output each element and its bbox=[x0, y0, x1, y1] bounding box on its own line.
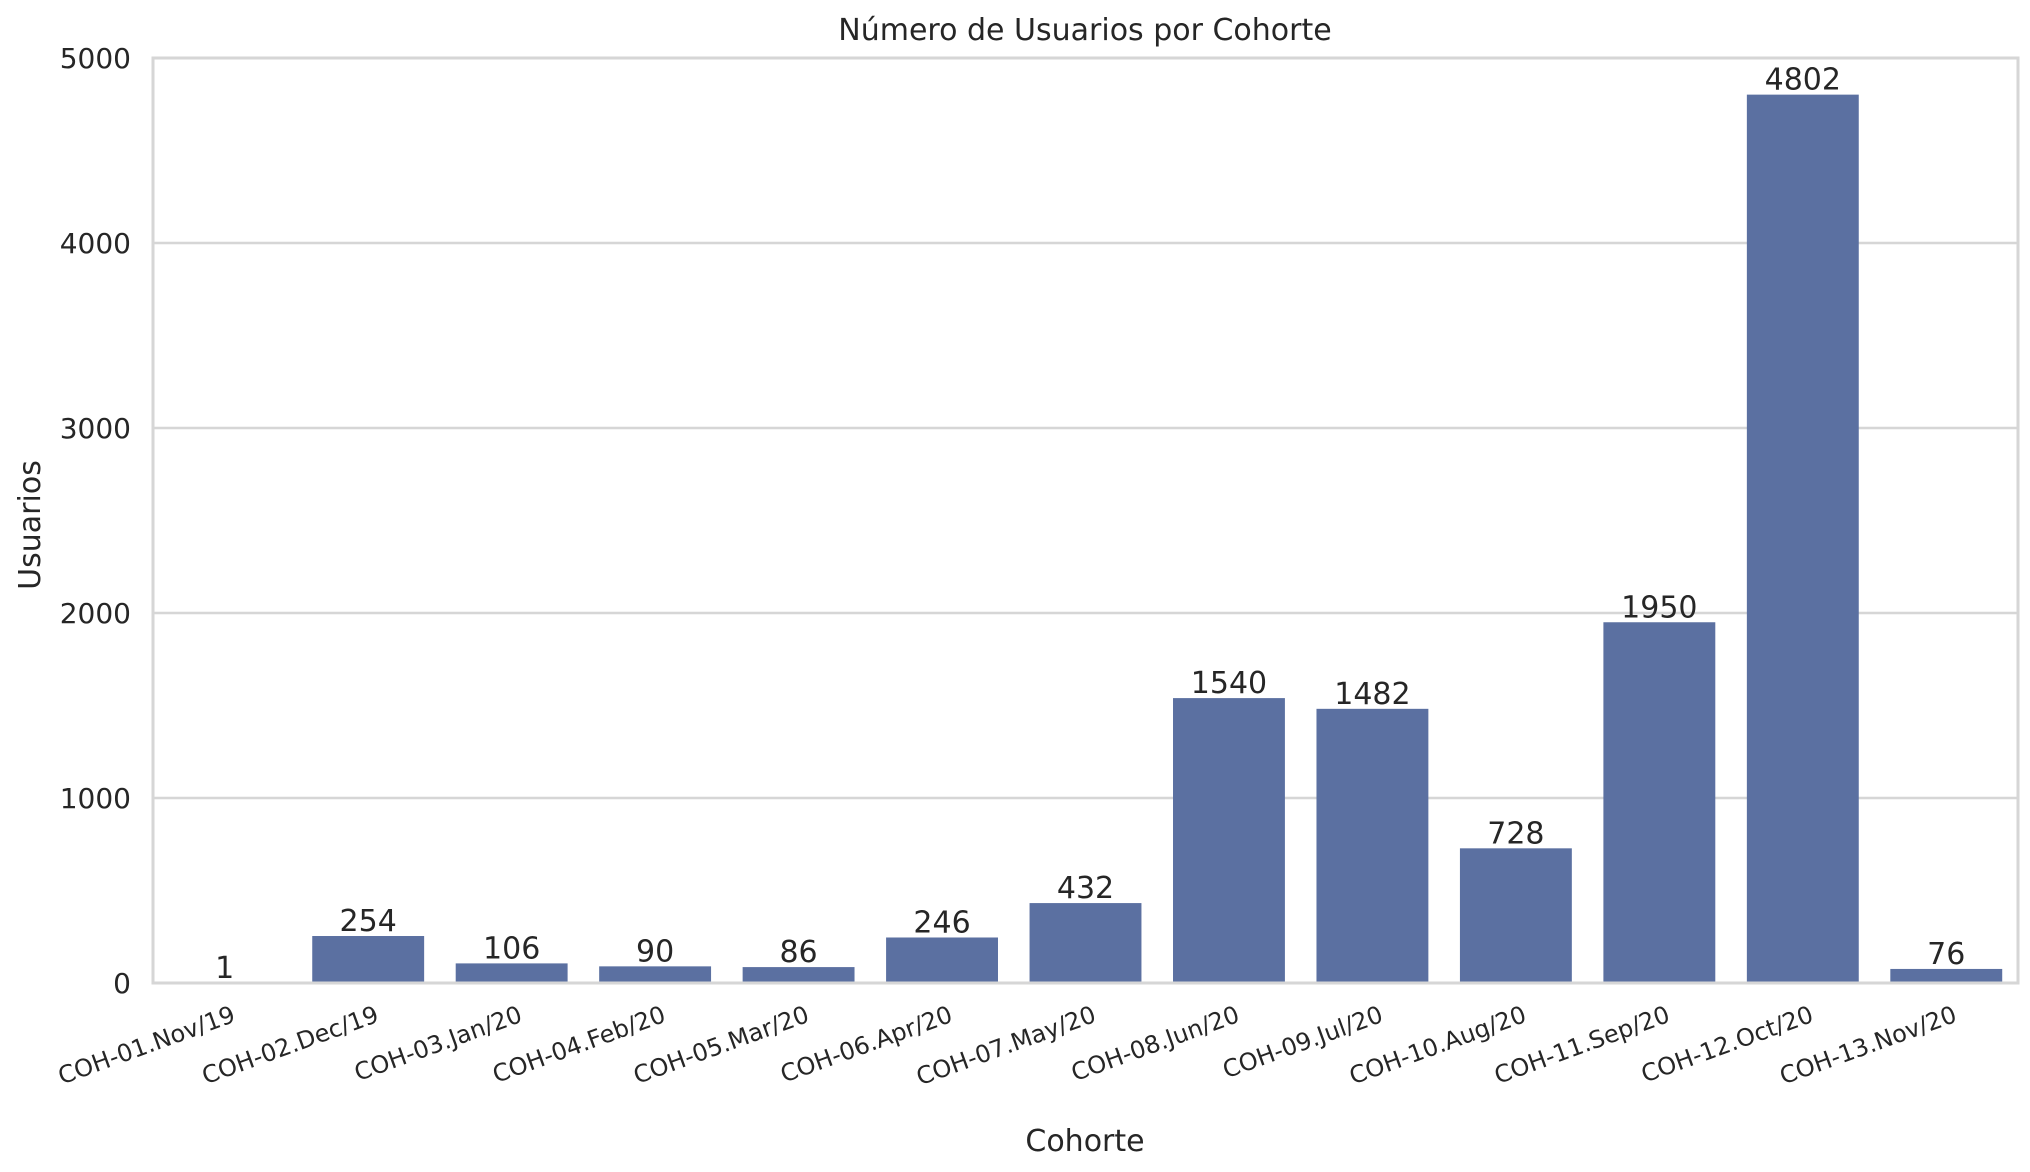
y-tick-label: 2000 bbox=[60, 597, 131, 630]
y-tick-label: 4000 bbox=[60, 227, 131, 260]
data-label: 4802 bbox=[1765, 63, 1841, 98]
data-label: 1950 bbox=[1621, 590, 1697, 625]
y-tick-label: 3000 bbox=[60, 412, 131, 445]
data-labels: 1 254 106 90 86 246 432 1540 1482 728 1950 4802 76 bbox=[215, 63, 1965, 986]
x-axis-ticks: COH-01.Nov/19COH-02.Dec/19COH-03.Jan/20C… bbox=[54, 1000, 1960, 1091]
chart-title: Número de Usuarios por Cohorte bbox=[838, 13, 1331, 48]
x-axis-label: Cohorte bbox=[1025, 1124, 1144, 1159]
grid-lines bbox=[153, 56, 2018, 985]
data-label: 90 bbox=[636, 934, 674, 969]
bar bbox=[1173, 698, 1285, 983]
y-tick-label: 5000 bbox=[60, 42, 131, 75]
y-axis-label: Usuarios bbox=[13, 460, 48, 590]
data-label: 106 bbox=[483, 931, 540, 966]
data-label: 254 bbox=[340, 904, 397, 939]
data-label: 86 bbox=[779, 935, 817, 970]
bar bbox=[455, 963, 568, 983]
y-tick-label: 0 bbox=[113, 967, 131, 1000]
data-label: 76 bbox=[1927, 937, 1965, 972]
bar bbox=[1603, 622, 1716, 983]
y-axis-ticks: 0 1000 2000 3000 4000 5000 bbox=[60, 42, 131, 1000]
data-label: 1482 bbox=[1334, 677, 1410, 712]
bar bbox=[886, 937, 998, 983]
y-tick-label: 1000 bbox=[60, 782, 131, 815]
bar bbox=[1890, 968, 2003, 983]
bar bbox=[742, 967, 855, 983]
bar bbox=[1459, 848, 1572, 983]
bar bbox=[312, 936, 425, 983]
plot-area-frame bbox=[151, 56, 2020, 985]
data-label: 1540 bbox=[1191, 666, 1267, 701]
data-label: 246 bbox=[913, 905, 970, 940]
bar bbox=[1029, 903, 1142, 983]
bar bbox=[599, 966, 712, 983]
bars bbox=[168, 94, 2003, 983]
data-label: 432 bbox=[1057, 871, 1114, 906]
bar bbox=[1746, 94, 1859, 983]
bar bbox=[1316, 708, 1429, 983]
data-label: 1 bbox=[215, 951, 234, 986]
data-label: 728 bbox=[1487, 816, 1544, 851]
